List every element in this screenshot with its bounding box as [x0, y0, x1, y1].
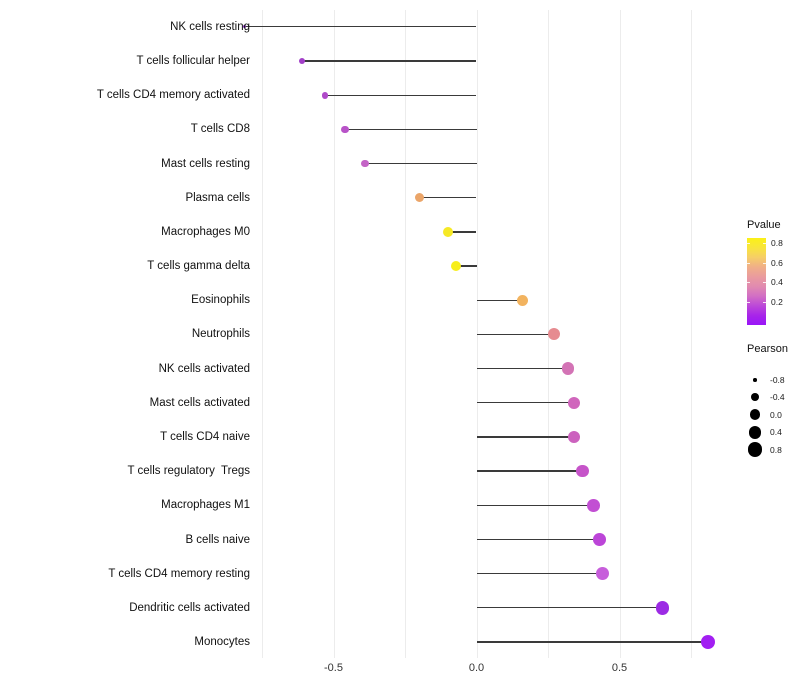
y-axis-label: T cells CD4 memory activated — [96, 89, 250, 102]
legend-pearson-entry: 0.0 — [747, 406, 800, 424]
legend-pvalue: Pvalue 0.8 0.6 0.4 0.2 — [747, 219, 800, 325]
colorbar-tick-label: 0.6 — [771, 257, 783, 268]
data-point-dot — [547, 328, 560, 341]
colorbar-tick-label: 0.4 — [771, 277, 783, 287]
legend-size-label: -0.8 — [770, 375, 785, 385]
data-point-dot — [442, 226, 453, 237]
lollipop-stem — [476, 436, 574, 438]
colorbar-tick-label: 0.8 — [771, 238, 783, 248]
y-axis-label: NK cells activated — [158, 362, 250, 375]
pvalue-colorbar — [747, 238, 766, 325]
legend-size-label: -0.4 — [770, 392, 785, 403]
y-axis-label: Mast cells resting — [161, 157, 250, 170]
y-axis-label: Macrophages M1 — [161, 499, 250, 512]
lollipop-stem — [476, 641, 709, 643]
y-axis-label: T cells CD4 memory resting — [108, 567, 250, 580]
legend-pearson-title: Pearson — [747, 343, 788, 355]
y-axis-label: T cells regulatory Tregs — [127, 465, 250, 478]
lollipop-stem — [476, 402, 574, 404]
data-point-dot — [516, 294, 528, 306]
legend-pearson-entry: -0.8 — [747, 371, 800, 389]
colorbar-tick-left — [747, 243, 750, 244]
lollipop-stem — [419, 197, 477, 199]
y-axis-label: Monocytes — [194, 636, 250, 648]
y-axis-label: Eosinophils — [191, 294, 250, 307]
y-axis-label: Dendritic cells activated — [129, 601, 250, 614]
colorbar-tick-right — [763, 301, 766, 303]
vertical-gridline — [262, 10, 263, 658]
pvalue-colorbar-wrap: 0.8 0.6 0.4 0.2 — [747, 238, 800, 325]
lollipop-stem — [476, 299, 523, 301]
legend-size-label: 0.0 — [770, 409, 782, 420]
y-axis-label: T cells gamma delta — [147, 260, 250, 272]
data-point-dot — [567, 430, 580, 444]
legend-size-dot — [753, 378, 757, 382]
legend-size-dot — [747, 442, 763, 457]
lollipop-stem — [244, 26, 477, 28]
data-point-dot — [576, 464, 589, 478]
x-axis-tick-label: 0.0 — [468, 662, 485, 674]
colorbar-tick-label: 0.2 — [771, 296, 783, 307]
legend-pearson-entry: -0.4 — [747, 388, 800, 406]
colorbar-tick-left — [747, 282, 750, 283]
y-axis-label: B cells naive — [185, 533, 250, 546]
lollipop-stem — [476, 367, 568, 370]
y-axis-label: Plasma cells — [185, 191, 250, 204]
data-point-dot — [587, 498, 601, 512]
legend-pearson-entry: 0.8 — [747, 441, 800, 459]
x-axis-tick-label: -0.5 — [324, 662, 343, 674]
y-axis-label: Macrophages M0 — [161, 225, 250, 238]
legend-pearson: Pearson -0.8 -0.4 0.0 0.4 0.8 — [747, 343, 800, 457]
data-point-dot — [414, 193, 424, 203]
legend-pvalue-title: Pvalue — [747, 219, 781, 231]
lollipop-stem — [447, 231, 477, 233]
data-point-dot — [361, 159, 369, 168]
y-axis-label: T cells follicular helper — [136, 55, 250, 67]
y-axis-label: Neutrophils — [191, 328, 250, 341]
legend-size-dot — [751, 393, 759, 402]
data-point-dot — [321, 91, 329, 99]
colorbar-tick-right — [763, 243, 766, 244]
vertical-gridline — [405, 10, 406, 658]
lollipop-stem — [476, 538, 600, 541]
colorbar-tick-left — [747, 262, 750, 264]
data-point-dot — [655, 600, 670, 615]
legend-size-label: 0.4 — [770, 427, 782, 438]
lollipop-stem — [456, 265, 477, 267]
vertical-gridline — [333, 10, 335, 658]
lollipop-stem — [476, 333, 554, 336]
lollipop-stem — [476, 504, 594, 506]
x-axis-tick-label: 0.5 — [611, 662, 628, 674]
y-axis-label: T cells CD8 — [190, 123, 250, 136]
colorbar-tick-right — [763, 282, 766, 283]
colorbar-tick-left — [747, 301, 750, 303]
vertical-gridline — [691, 10, 692, 658]
y-axis-label: T cells CD4 naive — [160, 430, 250, 443]
y-axis-label: NK cells resting — [170, 20, 250, 33]
colorbar-tick-right — [763, 262, 766, 264]
data-point-dot — [341, 125, 349, 133]
data-point-dot — [567, 396, 580, 409]
y-axis-label: Mast cells activated — [149, 396, 250, 409]
legend-size-dot — [748, 425, 762, 439]
data-point-dot — [243, 25, 247, 29]
data-point-dot — [595, 567, 609, 581]
lollipop-stem — [345, 128, 477, 130]
data-point-dot — [593, 533, 606, 546]
legend-size-label: 0.8 — [770, 444, 782, 455]
lollipop-stem — [476, 572, 603, 575]
data-point-dot — [700, 634, 716, 650]
data-point-dot — [451, 261, 462, 272]
lollipop-stem — [476, 470, 583, 472]
lollipop-stem — [324, 94, 477, 96]
legend-pearson-entry: 0.4 — [747, 423, 800, 441]
lollipop-stem — [476, 607, 663, 609]
vertical-gridline — [619, 10, 621, 658]
data-point-dot — [561, 362, 575, 375]
lollipop-stem — [302, 60, 477, 62]
data-point-dot — [299, 58, 306, 64]
lollipop-stem — [365, 162, 477, 165]
legend-size-dot — [749, 409, 761, 420]
